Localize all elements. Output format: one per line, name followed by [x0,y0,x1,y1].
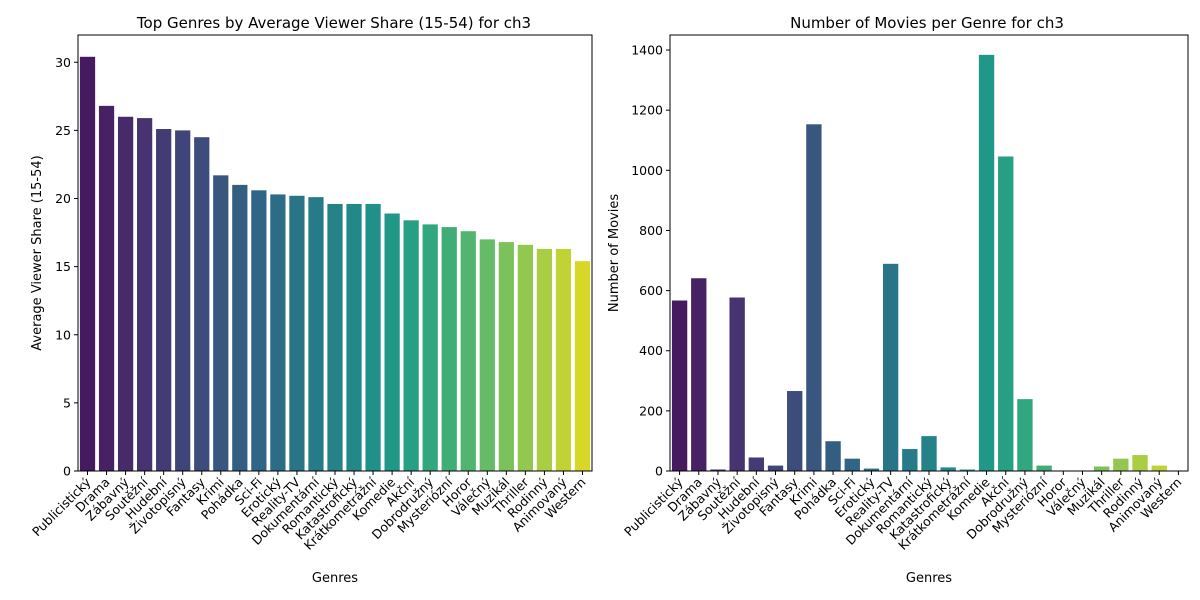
bar [825,441,841,471]
bar [536,248,553,471]
y-tick-label: 800 [639,223,663,238]
bar [346,203,362,471]
plot-frame [77,34,593,472]
bar [671,300,688,471]
bar [270,194,286,471]
bar [978,54,995,471]
bar [998,156,1014,472]
bar [232,184,248,472]
bar [79,56,96,472]
bar [251,190,267,471]
x-axis-ticks: PublicistickýDramaZábavnýSoutěžníHudební… [621,471,1185,553]
bar [517,244,533,471]
bar [289,195,305,471]
bar [574,261,591,471]
chart-movie-count: Number of Movies per Genre for ch3 0 200 4… [607,14,1189,586]
y-tick-label: 1400 [631,43,663,58]
bar [498,242,514,471]
bar [156,129,172,471]
y-tick-label: 400 [639,343,663,358]
bar [137,118,153,472]
bar [308,197,324,471]
bar [844,458,860,471]
bar-group [671,54,1187,472]
bar [748,457,765,471]
bar [327,203,343,471]
bar [959,469,976,471]
bar [460,231,476,471]
y-tick-label: 1000 [631,163,663,178]
bar [921,436,937,471]
bar [422,224,438,471]
bar [691,278,707,471]
y-tick-label: 30 [55,55,71,70]
y-axis-ticks: 0 5 10 15 20 25 30 [55,55,78,479]
y-tick-label: 15 [55,259,71,274]
bar [882,263,899,471]
y-axis-label: Average Viewer Share (15-54) [30,155,45,350]
bar [1017,399,1033,471]
y-tick-label: 200 [639,403,663,418]
y-tick-label: 5 [63,395,71,410]
chart-viewer-share: Top Genres by Average Viewer Share (15-5… [29,14,593,586]
y-axis-label: Number of Movies [607,194,622,312]
y-tick-label: 10 [55,327,71,342]
bar [555,248,572,471]
bar [98,105,115,471]
bar [213,175,229,471]
bar [365,203,381,471]
bar [1113,458,1129,471]
y-tick-label: 0 [63,464,71,479]
bar [902,449,918,471]
bar [194,137,210,471]
y-tick-label: 0 [655,464,663,479]
bar [403,220,419,471]
y-tick-label: 25 [55,123,71,138]
bar [787,391,803,471]
bar [1132,455,1148,471]
chart-title: Top Genres by Average Viewer Share (15-5… [136,14,531,32]
y-tick-label: 20 [55,191,71,206]
chart-title: Number of Movies per Genre for ch3 [790,14,1064,32]
bar [479,239,495,472]
bar [863,468,880,471]
bar [441,227,457,471]
plot-frame [669,34,1189,472]
y-axis-ticks: 0 200 400 600 800 1000 1200 1400 [631,43,670,479]
bar [1151,465,1167,471]
y-tick-label: 1200 [631,103,663,118]
bar [729,297,745,471]
bar [767,465,784,471]
x-axis-label: Genres [906,571,952,586]
bar [806,124,822,472]
bar [1036,465,1052,471]
x-axis-label: Genres [312,571,358,586]
y-tick-label: 600 [639,283,663,298]
bar [175,130,191,472]
bar [384,213,400,472]
bar [117,116,134,471]
bar [710,469,726,471]
bar [1093,466,1110,471]
bar [940,467,956,471]
x-axis-ticks: PublicistickýDramaZábavnýSoutěžníHudební… [29,471,589,553]
bar-group [79,56,591,472]
